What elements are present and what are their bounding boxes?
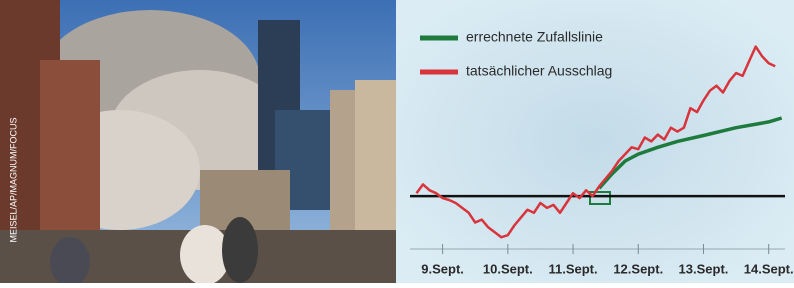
photo-credit: MEISEL/AP/MAGNUM/FOCUS xyxy=(8,117,18,242)
x-tick-label: 14.Sept. xyxy=(744,261,794,276)
legend-label: errechnete Zufallslinie xyxy=(466,29,603,45)
x-tick-label: 12.Sept. xyxy=(613,261,663,276)
x-tick-label: 13.Sept. xyxy=(679,261,729,276)
photo: MEISEL/AP/MAGNUM/FOCUS xyxy=(0,0,396,283)
page: MEISEL/AP/MAGNUM/FOCUS 9.Sept. 10.Sept. 11… xyxy=(0,0,794,283)
legend-label: tatsächlicher Ausschlag xyxy=(466,63,612,79)
x-tick-label: 9.Sept. xyxy=(421,261,464,276)
x-tick-label: 11.Sept. xyxy=(548,261,597,276)
x-tick-label: 10.Sept. xyxy=(483,261,533,276)
